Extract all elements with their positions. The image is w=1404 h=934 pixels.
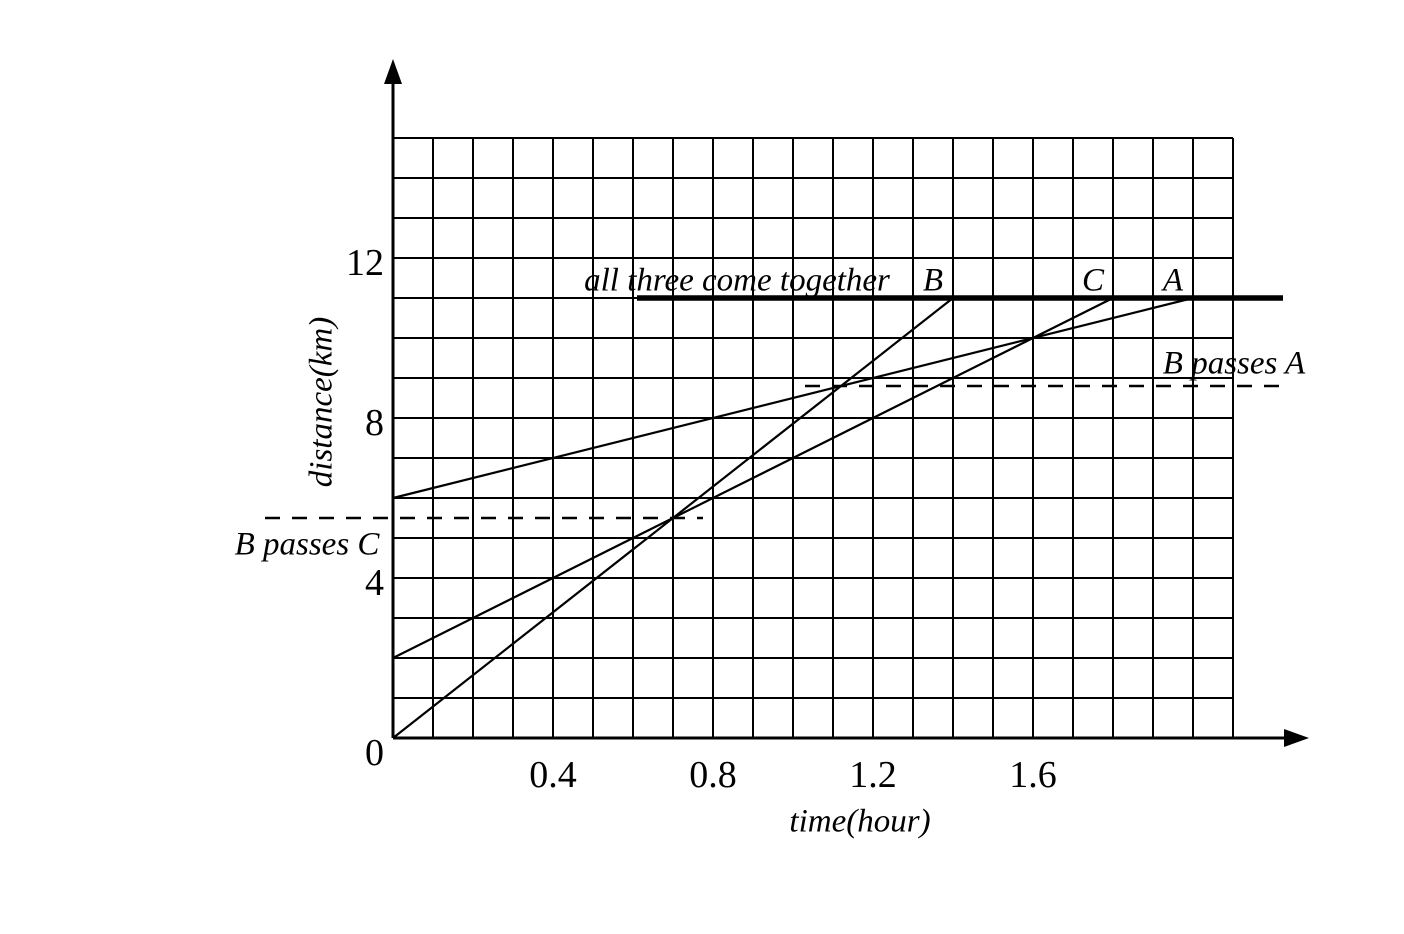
line-label-C: C [1081, 262, 1105, 299]
y-axis-label: distance(km) [303, 316, 340, 488]
annotation-b-passes-a: B passes A [1162, 345, 1306, 382]
x-tick-label: 1.6 [1009, 754, 1057, 796]
x-tick-label: 0.8 [689, 754, 737, 796]
origin-tick-label: 0 [365, 732, 384, 774]
series-line-C [392, 297, 1114, 659]
annotation-all-three-come-together: all three come together [584, 262, 890, 299]
x-tick-label: 0.4 [529, 754, 577, 796]
line-label-B: B [922, 262, 944, 299]
series-line-A [392, 296, 1194, 500]
x-axis-label: time(hour) [789, 803, 931, 840]
line-label-A: A [1162, 262, 1184, 299]
x-axis-arrow-icon [1284, 729, 1309, 747]
y-tick-label: 8 [365, 402, 384, 444]
x-tick-label: 1.2 [849, 754, 897, 796]
y-axis-arrow-icon [384, 59, 402, 84]
grid [393, 137, 1234, 738]
y-tick-label: 12 [346, 242, 384, 284]
y-tick-label: 4 [365, 562, 384, 604]
annotation-b-passes-c: B passes C [234, 526, 380, 563]
